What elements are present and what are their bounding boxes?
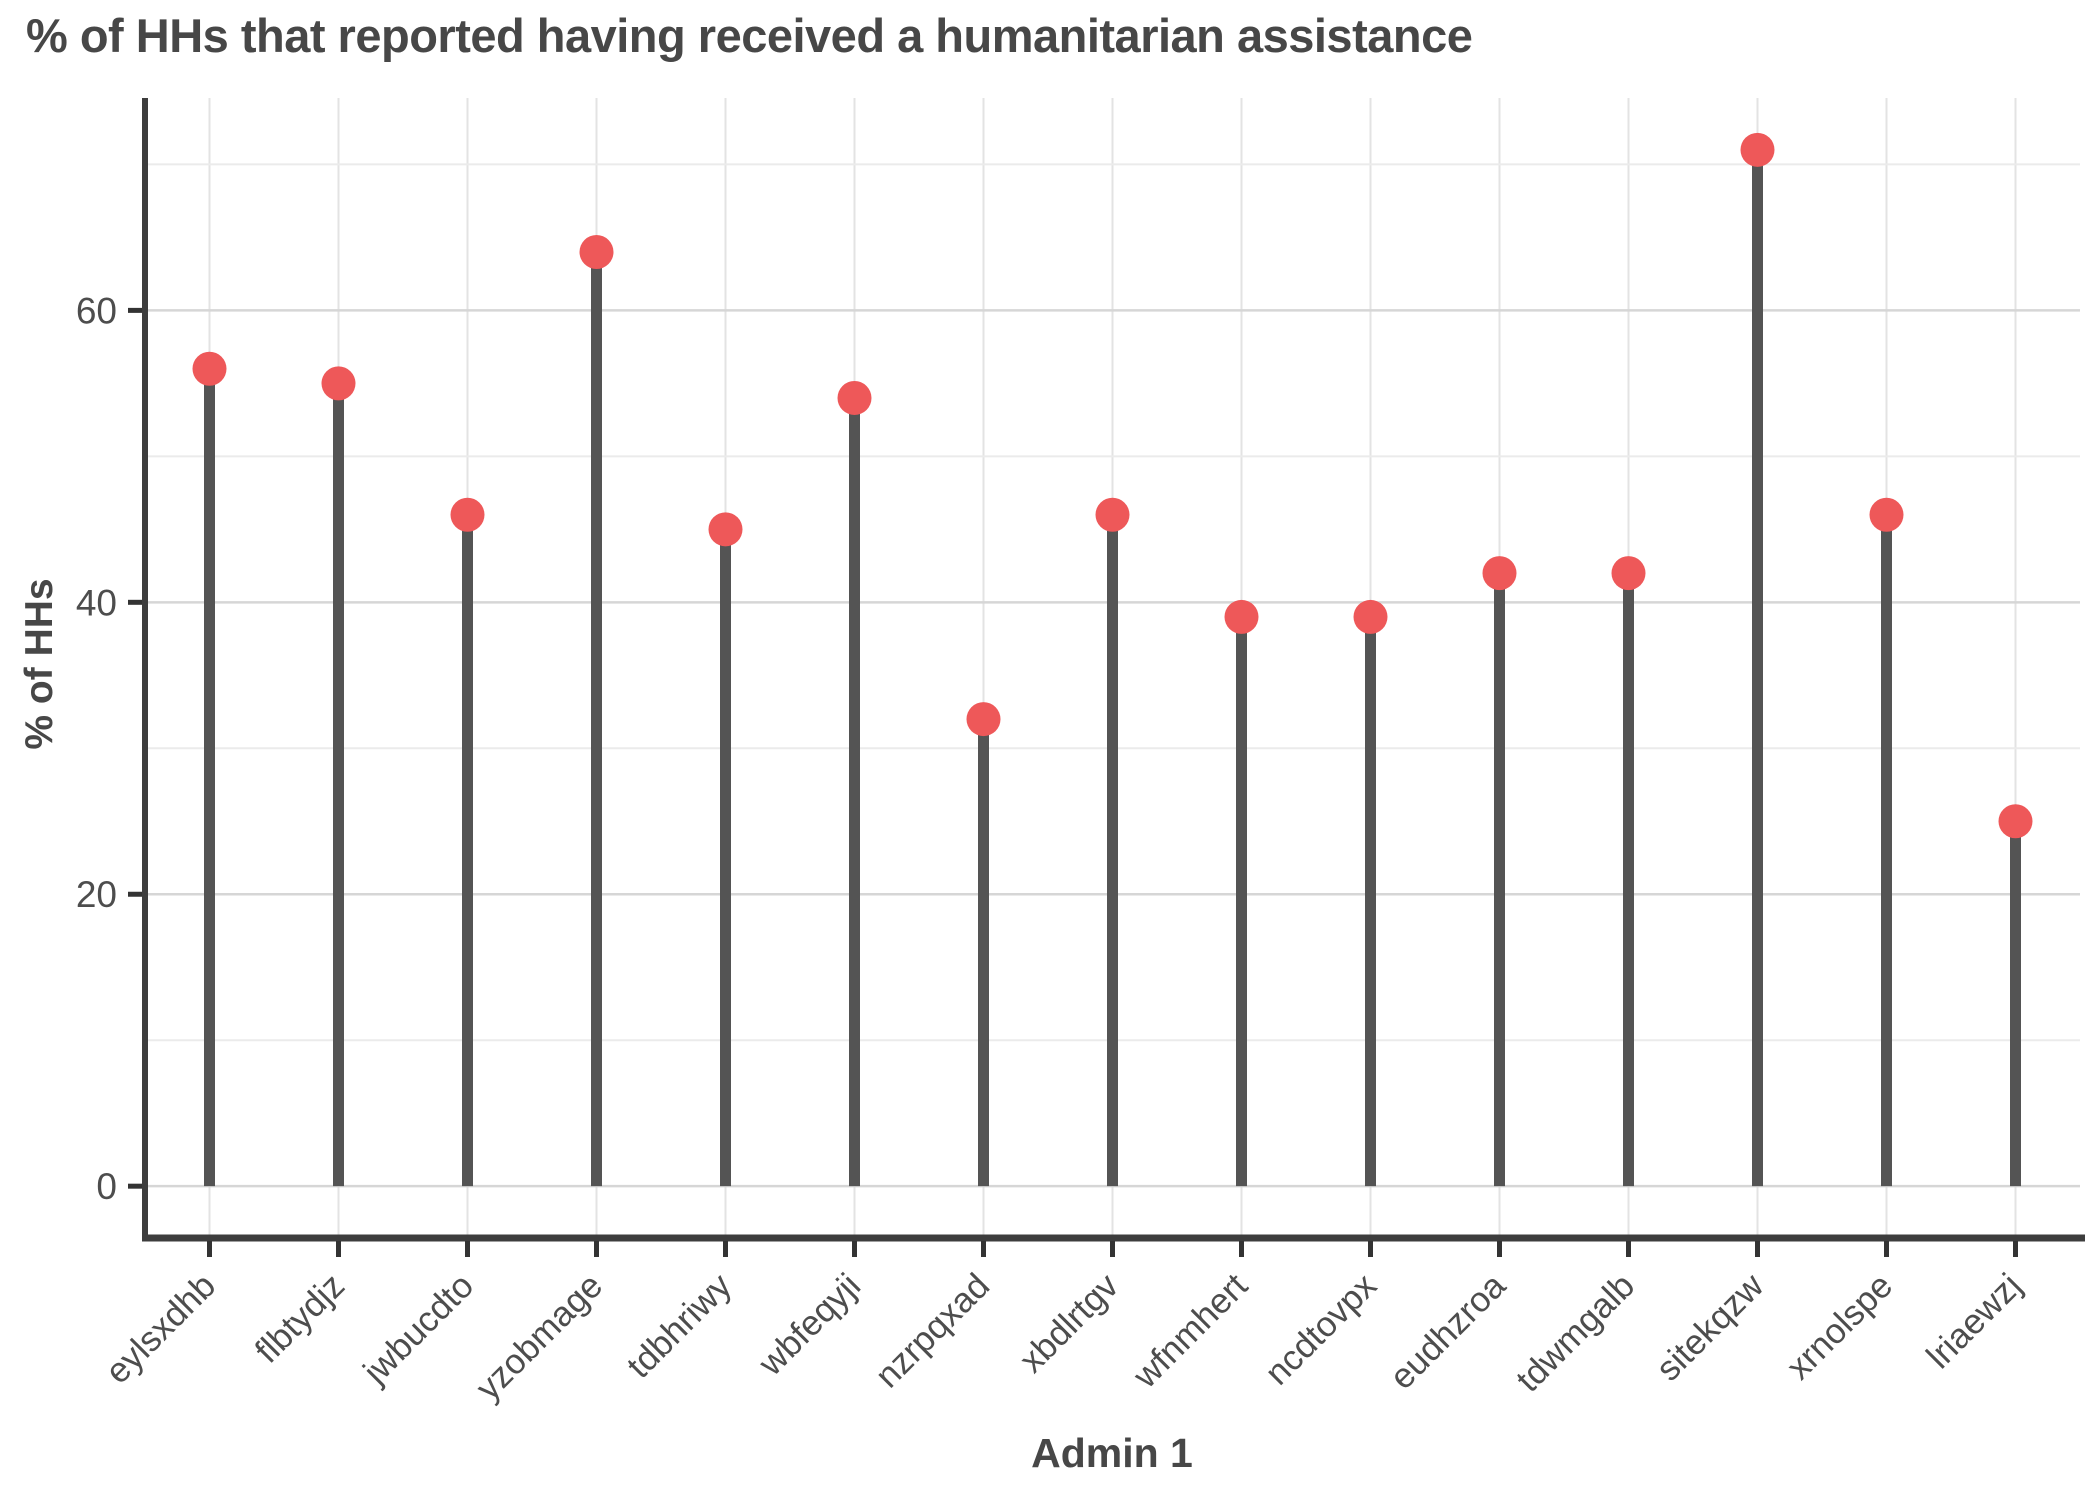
x-tick-label: yzobmage	[468, 1266, 610, 1408]
y-axis-title: % of HHs	[18, 578, 61, 750]
y-tick-label: 40	[76, 582, 117, 623]
x-tick-label: nzrpqxad	[868, 1266, 997, 1395]
lollipop-dot	[1998, 804, 2033, 839]
x-tick-label: lriaewzj	[1919, 1266, 2029, 1376]
lollipop-dot	[708, 512, 743, 547]
lollipop-dot	[579, 234, 614, 269]
y-tick-label: 20	[76, 874, 117, 915]
lollipop-dot	[1224, 599, 1259, 634]
lollipop-dot	[966, 702, 1001, 737]
chart-title: % of HHs that reported having received a…	[26, 9, 1473, 62]
lollipop-dot	[1353, 599, 1388, 634]
lollipop-dot	[1740, 132, 1775, 167]
x-axis-title: Admin 1	[1031, 1430, 1193, 1476]
x-tick-label: jwbucdto	[355, 1266, 481, 1392]
lollipop-dot	[837, 380, 872, 415]
lollipop-dot	[1611, 556, 1646, 591]
lollipop-dot	[1869, 497, 1904, 532]
lollipop-dot	[1095, 497, 1130, 532]
x-tick-label: xbdlrtgv	[1012, 1266, 1127, 1381]
y-tick-label: 60	[76, 290, 117, 331]
x-tick-label: sitekqzw	[1649, 1266, 1772, 1389]
x-tick-label: tdwmgalb	[1509, 1266, 1642, 1399]
y-tick-label: 0	[96, 1166, 117, 1207]
x-tick-label: xrnolspe	[1779, 1266, 1900, 1387]
lollipop-dot	[450, 497, 485, 532]
x-tick-label: ncdtovpx	[1258, 1266, 1385, 1393]
x-tick-label: flbtydjz	[248, 1266, 353, 1371]
lollipop-dot	[192, 351, 227, 386]
x-tick-label: wbfeqyji	[750, 1266, 868, 1384]
x-tick-label: tdbhriwy	[619, 1266, 739, 1386]
lollipop-dot	[1482, 556, 1517, 591]
lollipop-dot	[321, 366, 356, 401]
x-tick-label: eylsxdhb	[98, 1266, 223, 1391]
x-tick-label: eudhzroa	[1382, 1266, 1513, 1397]
x-tick-label: wfnmhert	[1125, 1266, 1255, 1396]
